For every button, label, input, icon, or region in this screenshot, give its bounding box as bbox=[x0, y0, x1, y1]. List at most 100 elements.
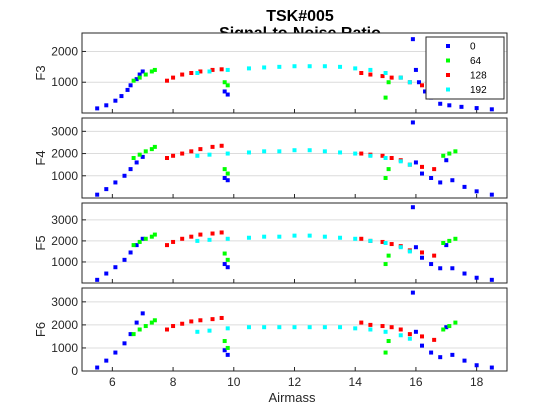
data-point bbox=[222, 167, 227, 172]
data-point bbox=[140, 154, 145, 159]
data-point bbox=[380, 239, 385, 244]
data-point bbox=[222, 176, 227, 180]
data-point bbox=[171, 153, 176, 158]
data-point bbox=[462, 271, 467, 276]
data-point bbox=[219, 67, 224, 72]
data-point bbox=[219, 143, 224, 148]
data-point bbox=[429, 350, 434, 355]
data-point bbox=[322, 234, 327, 239]
y-tick-label: 0 bbox=[71, 364, 78, 378]
data-point bbox=[359, 236, 364, 241]
y-tick-label: 1000 bbox=[51, 169, 78, 183]
data-point bbox=[462, 358, 467, 363]
data-point bbox=[210, 67, 215, 72]
data-point bbox=[474, 189, 479, 194]
chart-title: TSK#005 bbox=[266, 8, 334, 25]
data-point bbox=[307, 325, 312, 330]
data-point bbox=[432, 337, 437, 342]
data-point bbox=[450, 178, 455, 183]
data-point bbox=[210, 317, 215, 322]
data-point bbox=[307, 148, 312, 153]
axes-box bbox=[81, 287, 508, 372]
data-point bbox=[420, 250, 424, 255]
series-64 bbox=[131, 318, 458, 355]
series-128 bbox=[165, 315, 437, 342]
data-point bbox=[462, 184, 467, 189]
data-point bbox=[413, 329, 418, 334]
data-point bbox=[420, 255, 424, 260]
series-192 bbox=[195, 64, 412, 85]
data-point bbox=[407, 162, 412, 167]
data-point bbox=[119, 94, 124, 99]
data-point bbox=[386, 253, 391, 258]
data-point bbox=[432, 253, 437, 258]
data-point bbox=[389, 242, 394, 247]
legend: 0 64 128 192 bbox=[425, 36, 505, 100]
data-point bbox=[131, 156, 136, 160]
data-point bbox=[389, 325, 394, 330]
data-point bbox=[210, 144, 215, 149]
data-point bbox=[447, 238, 452, 243]
data-point bbox=[140, 311, 145, 316]
data-point bbox=[122, 257, 127, 262]
data-point bbox=[441, 327, 446, 332]
data-point bbox=[137, 72, 142, 77]
data-point bbox=[134, 77, 139, 82]
series-0 bbox=[95, 120, 494, 197]
data-point bbox=[113, 350, 118, 355]
data-point bbox=[413, 67, 418, 72]
y-tick-label: 2000 bbox=[51, 318, 78, 332]
data-point bbox=[128, 83, 133, 88]
data-point bbox=[149, 320, 154, 325]
data-point bbox=[474, 363, 479, 368]
data-point bbox=[222, 80, 227, 85]
data-point bbox=[359, 320, 364, 325]
data-point bbox=[152, 144, 157, 149]
data-point bbox=[489, 107, 494, 112]
data-point bbox=[134, 160, 139, 165]
data-point bbox=[189, 234, 194, 239]
data-point bbox=[222, 348, 227, 353]
x-tick-label: 10 bbox=[227, 375, 241, 389]
data-point bbox=[398, 159, 403, 164]
data-point bbox=[140, 69, 145, 74]
series-192 bbox=[195, 325, 412, 341]
legend-label: 128 bbox=[470, 71, 487, 82]
data-point bbox=[113, 180, 118, 185]
data-point bbox=[143, 236, 148, 241]
data-point bbox=[292, 325, 297, 330]
data-point bbox=[198, 69, 203, 74]
data-point bbox=[198, 147, 203, 152]
data-point bbox=[453, 236, 458, 241]
data-point bbox=[447, 324, 452, 329]
data-point bbox=[441, 153, 446, 158]
data-point bbox=[189, 319, 194, 324]
data-point bbox=[353, 151, 358, 156]
y-axis-label: F5 bbox=[33, 235, 48, 250]
data-point bbox=[474, 106, 479, 111]
data-point bbox=[225, 92, 230, 97]
data-point bbox=[225, 265, 230, 270]
data-point bbox=[407, 80, 412, 85]
data-point bbox=[137, 152, 142, 157]
data-point bbox=[246, 150, 251, 155]
data-point bbox=[447, 103, 452, 108]
data-point bbox=[407, 249, 412, 254]
data-point bbox=[353, 66, 358, 71]
data-point bbox=[113, 98, 118, 103]
data-point bbox=[225, 178, 230, 183]
data-point bbox=[444, 325, 449, 330]
data-point bbox=[277, 64, 282, 69]
data-point bbox=[277, 325, 282, 330]
data-point bbox=[368, 322, 373, 327]
plot-area bbox=[82, 118, 507, 198]
data-point bbox=[140, 236, 145, 241]
data-point bbox=[95, 192, 100, 197]
data-point bbox=[383, 156, 388, 160]
data-point bbox=[222, 251, 227, 256]
data-point bbox=[453, 320, 458, 325]
legend-marker bbox=[446, 87, 450, 92]
data-point bbox=[262, 234, 267, 239]
